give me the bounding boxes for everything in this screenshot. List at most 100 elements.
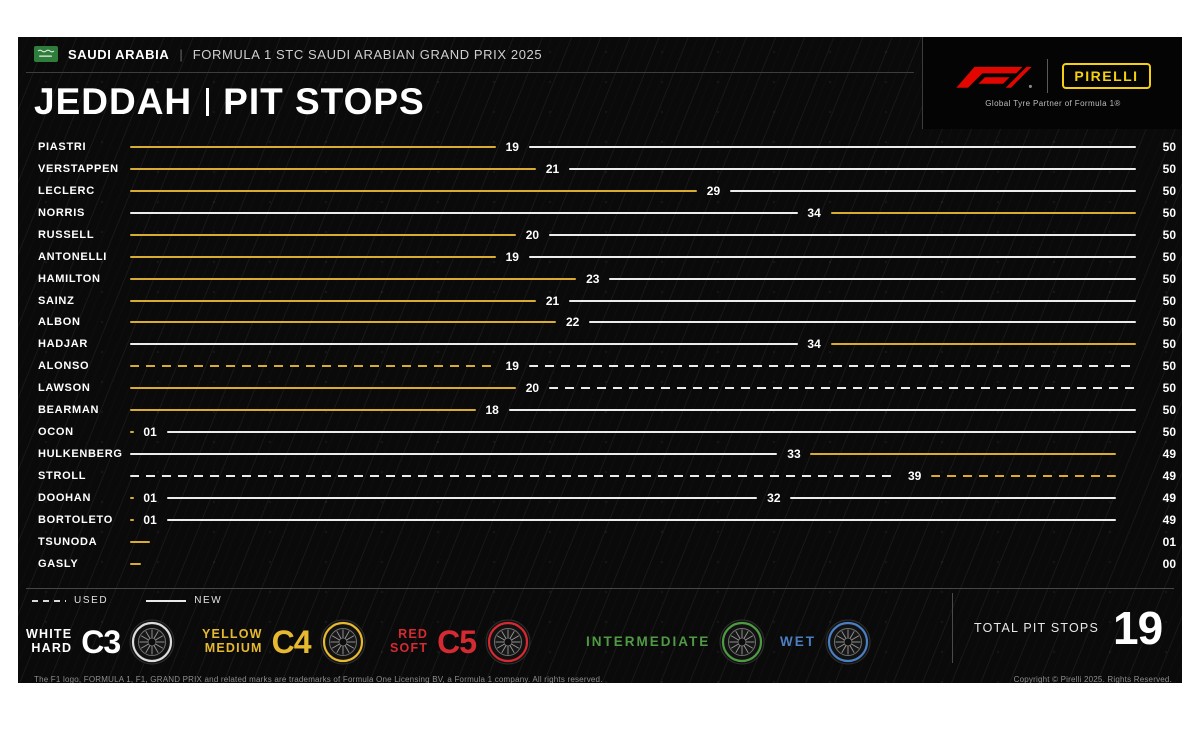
laps-completed-value: 50 [1162,381,1176,396]
total-pit-stops: TOTAL PIT STOPS 19 [974,599,1174,657]
laps-completed-value: 50 [1162,205,1176,220]
legend-divider [26,588,1174,589]
new-hard-stint-line [166,518,1116,521]
pit-stop-lap-label: 01 [143,512,157,527]
stint-track: 21 [130,290,1136,312]
infographic-canvas: SAUDI ARABIA | FORMULA 1 STC SAUDI ARABI… [18,37,1182,683]
stint-track: 19 [130,246,1136,268]
stint-track: 23 [130,268,1136,290]
title-separator-bar [206,88,210,116]
driver-name: ALBON [38,316,81,329]
tyre-icon [825,619,871,665]
pirelli-logo: PIRELLI [1062,62,1151,89]
laps-completed-value: 50 [1162,315,1176,330]
new-medium-stint-line [130,562,142,565]
new-hard-stint-line [130,453,778,456]
new-medium-stint-line [130,167,537,170]
new-medium-stint-line [130,409,476,412]
new-hard-stint-line [729,189,1136,192]
pit-stop-lap-label: 22 [565,315,580,330]
branding-panel: PIRELLI Global Tyre Partner of Formula 1… [922,37,1182,129]
pit-stop-lap-label: 20 [525,381,540,396]
new-medium-stint-line [130,255,496,258]
stint-track: 34 [130,333,1136,355]
compound-code: C4 [271,623,312,660]
new-medium-stint-line [830,343,1136,346]
total-pit-stops-value: 19 [1112,602,1163,654]
stint-track: 18 [130,399,1136,421]
laps-completed-value: 49 [1162,469,1176,484]
used-hard-stint-line [528,365,1136,368]
driver-name: NORRIS [38,206,85,219]
title-label: PIT STOPS [223,81,425,122]
laps-completed-value: 49 [1162,490,1176,505]
driver-name: BEARMAN [38,404,100,417]
new-hard-stint-line [508,409,1136,412]
stint-track: 20 [130,377,1136,399]
driver-row: GASLY 00 [18,553,1182,575]
compound-c5: RED SOFT C5 [390,611,531,673]
used-medium-stint-line [130,365,496,368]
driver-row: DOOHAN 01 32 49 [18,487,1182,509]
laps-completed-value: 49 [1162,447,1176,462]
stint-track: 01 32 [130,487,1136,509]
laps-completed-value: 50 [1162,183,1176,198]
stint-track: 29 [130,180,1136,202]
compound-wet: WET [780,611,871,673]
driver-row: PIASTRI 19 50 [18,136,1182,158]
driver-name: HAMILTON [38,272,101,285]
stint-track: 20 [130,224,1136,246]
total-pit-stops-label: TOTAL PIT STOPS [974,621,1099,635]
laps-completed-value: 50 [1162,293,1176,308]
laps-completed-value: 01 [1162,534,1176,549]
tyre-icon [129,619,175,665]
driver-row: HADJAR 34 50 [18,333,1182,355]
driver-row: LAWSON 20 50 [18,377,1182,399]
driver-name: VERSTAPPEN [38,162,119,175]
pit-stop-lap-label: 01 [143,425,157,440]
laps-completed-value: 50 [1162,271,1176,286]
driver-row: ALBON 22 50 [18,312,1182,334]
stint-track: 01 [130,509,1136,531]
new-medium-stint-line [130,189,697,192]
driver-name: LAWSON [38,382,91,395]
pit-stop-lap-label: 18 [485,403,499,418]
tyre-icon [719,619,765,665]
driver-row: BEARMAN 18 50 [18,399,1182,421]
compound-c3: WHITE HARD C3 [26,611,175,673]
driver-name: RUSSELL [38,228,95,241]
used-hard-stint-line [548,387,1136,390]
laps-completed-value: 50 [1162,425,1176,440]
new-medium-stint-line [130,496,134,499]
tyre-icon [320,619,366,665]
f1-logo-icon [956,66,1033,88]
laps-completed-value: 00 [1162,556,1176,571]
driver-name: BORTOLETO [38,513,113,526]
tyre-icon [485,619,531,665]
driver-name: ALONSO [38,360,90,373]
stint-track: 01 [130,421,1136,443]
driver-row: ALONSO 19 50 [18,355,1182,377]
event-header: SAUDI ARABIA | FORMULA 1 STC SAUDI ARABI… [34,46,542,62]
compound-name: YELLOW MEDIUM [202,627,263,655]
driver-row: STROLL 39 49 [18,465,1182,487]
stint-track: 19 [130,136,1136,158]
driver-row: VERSTAPPEN 21 50 [18,158,1182,180]
new-medium-stint-line [130,233,516,236]
used-medium-stint-line [931,475,1116,478]
new-hard-stint-line [569,299,1136,302]
new-medium-stint-line [130,387,516,390]
new-hard-stint-line [790,496,1116,499]
pit-stop-lap-label: 01 [143,490,157,505]
header-divider [26,72,914,73]
total-divider [952,593,953,663]
used-label: USED [74,595,109,606]
pit-stop-lap-label: 19 [505,359,519,374]
pit-stop-lap-label: 19 [505,249,519,264]
new-hard-stint-line [609,277,1136,280]
driver-name: STROLL [38,470,87,483]
saudi-arabia-flag-icon [34,46,58,62]
new-hard-stint-line [130,343,798,346]
driver-name: DOOHAN [38,491,92,504]
pit-stop-lap-label: 34 [807,337,821,352]
